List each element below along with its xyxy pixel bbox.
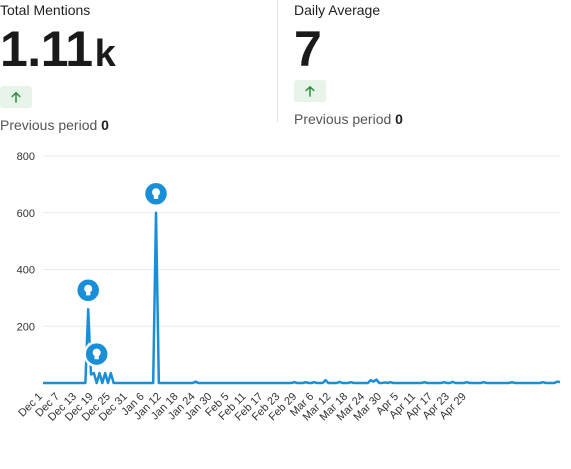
previous-period-label: Previous period xyxy=(0,117,98,133)
previous-period-label: Previous period xyxy=(294,111,392,127)
y-tick-label: 800 xyxy=(17,151,35,163)
total-mentions-suffix: k xyxy=(94,33,116,75)
arrow-up-icon xyxy=(305,86,315,97)
y-tick-label: 400 xyxy=(17,265,35,277)
bulb-glass xyxy=(84,284,93,293)
total-mentions-label: Total Mentions xyxy=(0,2,91,18)
stats-divider xyxy=(277,0,278,122)
arrow-up-icon xyxy=(11,92,21,103)
daily-average-value: 7 xyxy=(294,21,322,77)
bulb-glass xyxy=(92,348,101,357)
lightbulb-icon xyxy=(74,276,102,304)
trend-up-badge xyxy=(294,80,326,102)
previous-period-value: 0 xyxy=(395,111,403,127)
total-mentions-number: 1.11 xyxy=(0,21,93,77)
y-tick-label: 200 xyxy=(17,321,35,333)
bulb-base xyxy=(153,195,159,199)
total-previous-period: Previous period 0 xyxy=(0,117,276,133)
trend-up-badge xyxy=(0,86,32,108)
bulb-glass xyxy=(152,188,161,197)
y-tick-label: 600 xyxy=(17,208,35,220)
total-mentions-value: 1.11k xyxy=(0,22,276,81)
average-previous-period: Previous period 0 xyxy=(294,111,571,127)
total-mentions-card: Total Mentions 1.11k Previous period 0 xyxy=(0,0,276,133)
daily-average-card: Daily Average 7 Previous period 0 xyxy=(294,0,571,127)
lightbulb-icon xyxy=(142,180,170,207)
series-line xyxy=(43,211,561,385)
bulb-base xyxy=(94,355,99,360)
daily-average-label: Daily Average xyxy=(294,2,381,18)
previous-period-value: 0 xyxy=(101,117,109,133)
bulb-base xyxy=(86,292,91,296)
lightbulb-icon xyxy=(83,340,110,368)
stats-panel: Total Mentions 1.11k Previous period 0 D… xyxy=(0,0,571,133)
